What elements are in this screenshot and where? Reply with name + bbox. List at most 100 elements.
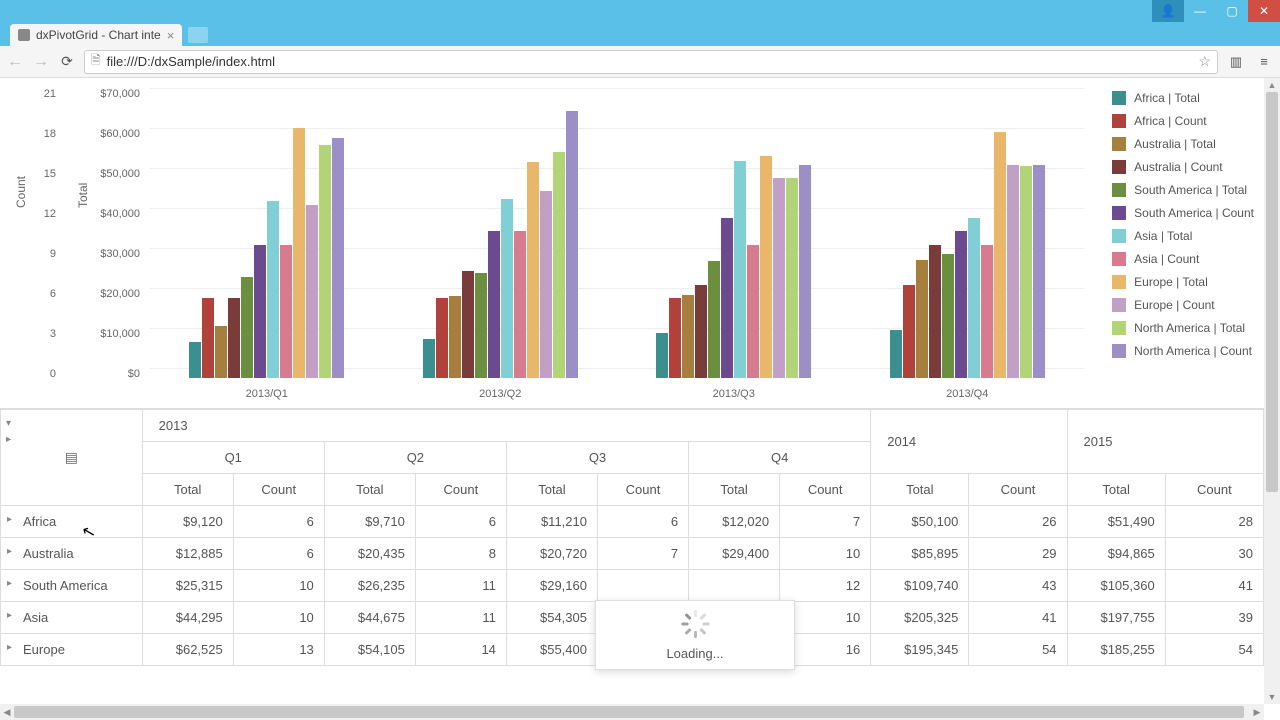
legend-item[interactable]: Africa | Total bbox=[1112, 86, 1254, 109]
minimize-button[interactable]: — bbox=[1184, 0, 1216, 22]
chart-bar[interactable] bbox=[695, 285, 707, 378]
chart-bar[interactable] bbox=[1033, 165, 1045, 378]
chart-bar[interactable] bbox=[981, 245, 993, 378]
scroll-right-icon[interactable]: ▶ bbox=[1250, 704, 1264, 720]
chart-bar[interactable] bbox=[1007, 165, 1019, 378]
legend-item[interactable]: Africa | Count bbox=[1112, 109, 1254, 132]
measure-header[interactable]: Total bbox=[506, 474, 597, 506]
chart-bar[interactable] bbox=[306, 205, 318, 378]
measure-header[interactable]: Count bbox=[415, 474, 506, 506]
chart-bar[interactable] bbox=[501, 199, 513, 378]
chart-bar[interactable] bbox=[773, 178, 785, 378]
chart-bar[interactable] bbox=[669, 298, 681, 378]
measure-header[interactable]: Total bbox=[871, 474, 969, 506]
chart-bar[interactable] bbox=[708, 261, 720, 378]
field-chooser-icon[interactable]: ▤ bbox=[65, 449, 78, 465]
chart-bar[interactable] bbox=[760, 156, 772, 378]
measure-header[interactable]: Total bbox=[1067, 474, 1165, 506]
region-row[interactable]: ▸South America bbox=[1, 570, 143, 602]
chart-bar[interactable] bbox=[280, 245, 292, 378]
chart-bar[interactable] bbox=[916, 260, 928, 378]
legend-item[interactable]: North America | Total bbox=[1112, 316, 1254, 339]
chart-bar[interactable] bbox=[994, 132, 1006, 378]
measure-header[interactable]: Count bbox=[969, 474, 1067, 506]
measure-header[interactable]: Total bbox=[324, 474, 415, 506]
chart-bar[interactable] bbox=[734, 161, 746, 378]
horizontal-scrollbar[interactable]: ◀ ▶ bbox=[0, 704, 1264, 720]
menu-icon[interactable]: ≡ bbox=[1254, 52, 1274, 72]
quarter-header[interactable]: Q4 bbox=[689, 442, 871, 474]
bookmark-icon[interactable]: ☆ bbox=[1198, 53, 1211, 70]
chart-bar[interactable] bbox=[747, 245, 759, 378]
scroll-left-icon[interactable]: ◀ bbox=[0, 704, 14, 720]
measure-header[interactable]: Total bbox=[142, 474, 233, 506]
chart-bar[interactable] bbox=[929, 245, 941, 378]
chart-bar[interactable] bbox=[475, 273, 487, 378]
legend-item[interactable]: Asia | Count bbox=[1112, 247, 1254, 270]
vertical-scrollbar[interactable]: ▲ ▼ bbox=[1264, 78, 1280, 704]
chart-bar[interactable] bbox=[189, 342, 201, 378]
legend-item[interactable]: Australia | Total bbox=[1112, 132, 1254, 155]
chart-bar[interactable] bbox=[319, 145, 331, 378]
reload-button[interactable]: ⟳ bbox=[58, 53, 76, 70]
legend-item[interactable]: Europe | Count bbox=[1112, 293, 1254, 316]
region-row[interactable]: ▸Australia bbox=[1, 538, 143, 570]
chart-bar[interactable] bbox=[682, 295, 694, 378]
user-icon[interactable]: 👤 bbox=[1152, 0, 1184, 22]
chart-bar[interactable] bbox=[332, 138, 344, 378]
measure-header[interactable]: Count bbox=[780, 474, 871, 506]
region-row[interactable]: ▸Africa bbox=[1, 506, 143, 538]
chart-bar[interactable] bbox=[267, 201, 279, 378]
legend-item[interactable]: North America | Count bbox=[1112, 339, 1254, 362]
chart-bar[interactable] bbox=[540, 191, 552, 378]
measure-header[interactable]: Count bbox=[1165, 474, 1263, 506]
chart-bar[interactable] bbox=[721, 218, 733, 378]
region-row[interactable]: ▸Europe bbox=[1, 634, 143, 666]
chart-bar[interactable] bbox=[955, 231, 967, 378]
chart-bar[interactable] bbox=[566, 111, 578, 378]
chart-bar[interactable] bbox=[527, 162, 539, 378]
chart-bar[interactable] bbox=[488, 231, 500, 378]
chart-bar[interactable] bbox=[228, 298, 240, 378]
chart-bar[interactable] bbox=[462, 271, 474, 378]
new-tab-button[interactable] bbox=[188, 27, 208, 43]
back-button[interactable]: ← bbox=[6, 53, 24, 71]
measure-header[interactable]: Count bbox=[597, 474, 688, 506]
scroll-down-icon[interactable]: ▼ bbox=[1264, 690, 1280, 704]
chart-bar[interactable] bbox=[215, 326, 227, 378]
measure-header[interactable]: Count bbox=[233, 474, 324, 506]
year-header[interactable]: ▸ 2014 bbox=[871, 410, 1067, 474]
chart-bar[interactable] bbox=[241, 277, 253, 378]
chart-bar[interactable] bbox=[449, 296, 461, 378]
chart-bar[interactable] bbox=[968, 218, 980, 378]
close-button[interactable]: ✕ bbox=[1248, 0, 1280, 22]
quarter-header[interactable]: Q2 bbox=[324, 442, 506, 474]
tab-close-icon[interactable]: × bbox=[167, 28, 175, 43]
scroll-up-icon[interactable]: ▲ bbox=[1264, 78, 1280, 92]
quarter-header[interactable]: Q3 bbox=[506, 442, 688, 474]
chart-bar[interactable] bbox=[903, 285, 915, 378]
quarter-header[interactable]: Q1 bbox=[142, 442, 324, 474]
chart-bar[interactable] bbox=[786, 178, 798, 378]
maximize-button[interactable]: ▢ bbox=[1216, 0, 1248, 22]
chart-bar[interactable] bbox=[656, 333, 668, 378]
scroll-thumb[interactable] bbox=[1266, 92, 1278, 492]
year-header[interactable]: ▾ 2013 bbox=[142, 410, 871, 442]
legend-item[interactable]: South America | Count bbox=[1112, 201, 1254, 224]
chart-bar[interactable] bbox=[942, 254, 954, 378]
extension-icon[interactable]: ▥ bbox=[1226, 52, 1246, 72]
region-row[interactable]: ▸Asia bbox=[1, 602, 143, 634]
chart-bar[interactable] bbox=[799, 165, 811, 378]
chart-bar[interactable] bbox=[202, 298, 214, 378]
chart-bar[interactable] bbox=[553, 152, 565, 378]
legend-item[interactable]: Europe | Total bbox=[1112, 270, 1254, 293]
forward-button[interactable]: → bbox=[32, 53, 50, 71]
chart-bar[interactable] bbox=[254, 245, 266, 378]
chart-bar[interactable] bbox=[423, 339, 435, 378]
chart-bar[interactable] bbox=[1020, 166, 1032, 378]
year-header[interactable]: ▸ 2015 bbox=[1067, 410, 1263, 474]
url-input[interactable]: 🗎 file:///D:/dxSample/index.html ☆ bbox=[84, 50, 1218, 74]
chart-bar[interactable] bbox=[890, 330, 902, 378]
measure-header[interactable]: Total bbox=[689, 474, 780, 506]
legend-item[interactable]: Asia | Total bbox=[1112, 224, 1254, 247]
